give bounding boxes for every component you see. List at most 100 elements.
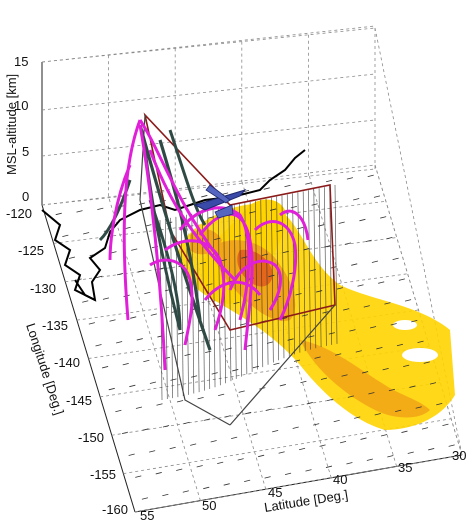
wind-vector [376,347,383,350]
wind-vector [269,208,277,211]
wind-vector [295,293,302,296]
wind-vector [349,329,356,332]
wind-vector [284,184,291,188]
wind-vector [306,402,313,405]
wind-vector [368,392,375,395]
grid-line [76,273,408,321]
wind-vector [386,236,393,240]
wind-vector [116,272,124,276]
wind-vector [115,409,122,413]
wind-vector [404,299,412,302]
wind-vector [284,472,292,475]
profile-curtain [159,184,338,401]
wind-vector [142,428,149,431]
y-tick-label: -130 [30,281,56,296]
wind-vector [319,444,326,447]
wind-vector [170,378,177,381]
profile-line [329,186,333,345]
wind-vector [232,369,239,372]
profile-line [334,184,338,344]
wind-vector [363,305,370,308]
wind-vector [219,326,226,329]
wind-vector [218,393,225,396]
wind-vector [207,216,214,219]
z-tick-label: 0 [22,189,29,204]
wind-vector [169,446,176,450]
aircraft-icon [193,184,247,219]
y-tick-label: -120 [6,206,32,221]
wind-vector [390,323,397,326]
wind-vector [290,205,297,209]
profile-line [239,204,242,377]
y-tick-label: -160 [102,502,128,517]
wind-vector [137,270,144,273]
wind-vector [317,224,325,227]
wind-vector [347,395,354,398]
wind-vector [314,356,321,359]
wind-vector [409,385,416,388]
wind-vector [359,218,366,222]
wind-vector [162,493,169,497]
wind-vector [423,361,430,364]
wind-vector [287,338,294,341]
wind-vector [360,437,367,440]
wind-vector [204,418,211,421]
wind-vector [210,440,217,443]
wind-vector [326,179,333,183]
grid-line [41,168,376,206]
wind-vector [97,207,104,211]
wind-vector [396,343,404,347]
wind-vector [320,377,328,380]
wind-vector [300,380,307,384]
wind-vector [428,448,435,451]
x-tick-label: 30 [452,448,466,463]
wind-vector [380,434,388,437]
wind-vector [264,476,271,479]
wind-vector [341,374,348,377]
grid-line [174,188,267,490]
wind-vector [252,365,259,369]
wind-vector [245,411,252,415]
x-tick-label: 50 [202,498,216,513]
wind-vector [176,400,184,403]
wind-vector [197,396,204,400]
wind-vector [305,469,312,472]
profile-line [313,189,317,349]
wind-vector [448,444,455,447]
wind-vector [214,237,221,241]
wind-vector [102,297,110,300]
wind-vector [281,317,288,320]
wind-vector [382,367,389,371]
wind-vector [361,371,369,374]
wind-vector [237,458,244,461]
wind-vector [407,451,414,454]
wind-vector [346,177,354,180]
wind-vector [223,483,230,486]
profile-line [180,215,184,396]
wind-vector [335,353,342,356]
wind-vector [135,406,143,409]
wind-vector [279,384,286,387]
z-tick-label: 5 [22,144,29,159]
profile-line [223,207,226,384]
profile-line [217,208,221,386]
trajectories-magenta [108,119,310,371]
wind-vector [201,195,208,198]
z-tick-label: 10 [14,98,28,113]
profile-line [271,197,274,363]
wind-vector [343,308,350,311]
profile-line [324,187,327,346]
wind-vector [231,436,238,440]
wind-vector [268,274,275,278]
wind-vector [258,454,265,458]
wind-vector [371,260,379,263]
wind-vector [346,462,353,465]
profile-line [170,217,173,399]
wind-vector [308,335,315,338]
wind-vector [233,301,240,305]
wind-vector [76,210,83,213]
wind-vector [184,353,191,357]
wind-vector [244,479,251,483]
wind-vector [176,468,183,471]
profile-line [260,199,264,368]
